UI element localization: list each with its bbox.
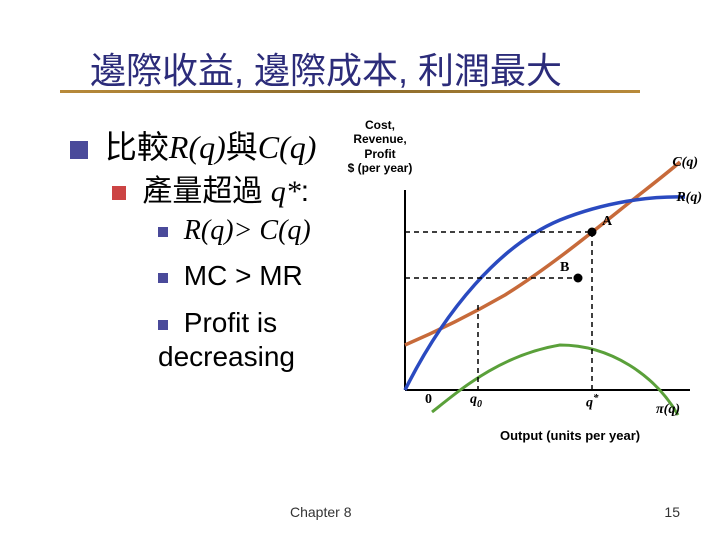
footer-chapter: Chapter 8 xyxy=(290,504,351,520)
bullet-square-icon xyxy=(158,320,168,330)
bullet-level2: 產量超過 q*: xyxy=(112,166,309,210)
bullet-level3-1: R(q)> C(q) xyxy=(158,214,311,247)
b2-q: q* xyxy=(271,175,301,208)
footer-page: 15 xyxy=(664,504,680,520)
b2-prefix: 產量超過 xyxy=(142,175,270,208)
bullet-level3-2: MC > MR xyxy=(158,260,303,292)
rq-label: R(q) xyxy=(676,190,702,206)
b1-cq: C(q) xyxy=(258,129,317,165)
economics-chart: Cost,Revenue,Profit$ (per year) C( xyxy=(360,120,710,450)
tick-zero: 0 xyxy=(425,392,432,408)
title-underline xyxy=(60,90,640,93)
b1-text-prefix: 比較 xyxy=(105,129,169,165)
b4-text: MC > MR xyxy=(184,260,303,291)
point-a-label: A xyxy=(602,214,612,230)
revenue-curve xyxy=(405,197,685,390)
pi-label: π(q) xyxy=(656,402,680,418)
y-axis-label: Cost,Revenue,Profit$ (per year) xyxy=(345,118,415,176)
b5-text: Profit is decreasing xyxy=(158,307,295,372)
b3-text: R(q)> C(q) xyxy=(184,215,311,246)
tick-q0: q0 xyxy=(470,392,482,410)
bullet-square-icon xyxy=(158,227,168,237)
tick-qstar: q* xyxy=(586,392,599,412)
slide-title: 邊際收益, 邊際成本, 利潤最大 xyxy=(90,42,562,94)
profit-curve xyxy=(432,345,678,415)
bullet-square-icon xyxy=(112,186,126,200)
bullet-square-icon xyxy=(70,141,88,159)
x-axis-label: Output (units per year) xyxy=(500,428,640,443)
b1-rq: R(q) xyxy=(169,129,226,165)
point-b-label: B xyxy=(560,260,569,276)
b1-mid: 與 xyxy=(226,129,258,165)
b2-suffix: : xyxy=(301,175,309,208)
cq-label: C(q) xyxy=(672,155,698,171)
bullet-level3-3: Profit is decreasing xyxy=(158,306,378,373)
bullet-level1: 比較R(q)與C(q) xyxy=(70,122,316,168)
bullet-square-icon xyxy=(158,273,168,283)
